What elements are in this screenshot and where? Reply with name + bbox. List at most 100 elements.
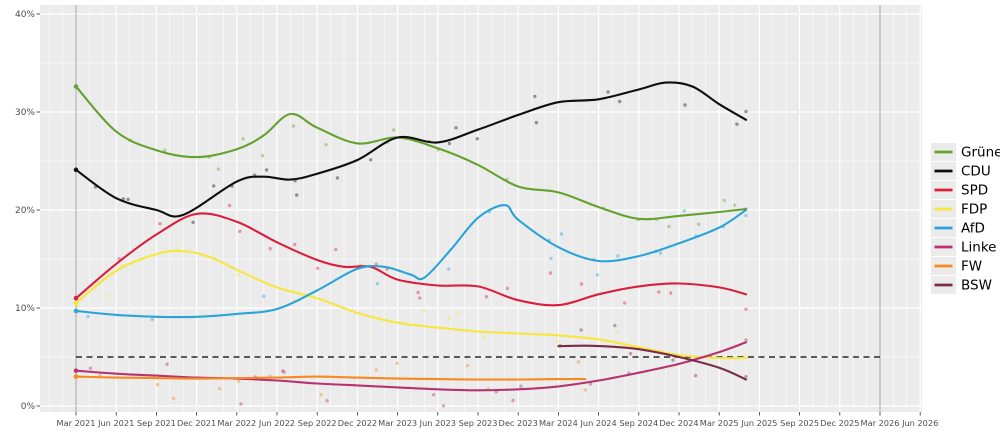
poll-dot-afd <box>86 314 90 319</box>
poll-dot-fdp <box>105 293 109 298</box>
poll-dot-gruene <box>291 124 296 128</box>
x-tick-label: Jun 2023 <box>419 418 456 428</box>
poll-dot-afd <box>262 294 266 298</box>
poll-dot-fdp <box>175 246 179 251</box>
poll-dot-gruene <box>697 222 701 226</box>
poll-dot-spd <box>416 290 420 295</box>
legend-item-linke: Linke <box>931 238 996 256</box>
election-result-dot-fdp <box>73 300 79 306</box>
poll-dot-fdp <box>482 336 487 340</box>
poll-dot-afd <box>559 232 564 236</box>
poll-dot-spd <box>669 291 673 295</box>
poll-dot-linke <box>744 338 748 342</box>
election-result-dot-gruene <box>73 84 79 89</box>
poll-dot-fw <box>583 388 587 392</box>
y-tick-label: 10% <box>15 304 35 314</box>
poll-dot-fdp <box>236 273 240 277</box>
legend-label-bsw: BSW <box>961 278 992 294</box>
poll-dot-spd <box>334 247 338 252</box>
x-tick-label: Mar 2024 <box>539 418 578 428</box>
poll-dot-fw <box>576 360 581 364</box>
poll-dot-afd <box>447 267 451 271</box>
poll-dot-afd <box>375 282 380 286</box>
poll-dot-cdu <box>295 193 299 197</box>
poll-dot-gruene <box>216 167 221 171</box>
y-axis: 0% 10% 20% 30% 40% <box>15 10 40 412</box>
poll-dot-fw <box>217 387 222 391</box>
poll-dot-afd <box>682 209 686 213</box>
poll-dot-gruene <box>324 143 328 147</box>
poll-dot-fdp <box>76 305 80 309</box>
x-tick-label: Sep 2023 <box>459 418 498 428</box>
x-tick-label: Sep 2025 <box>780 418 819 428</box>
poll-dot-spd <box>268 247 272 251</box>
poll-dot-fdp <box>615 330 619 335</box>
poll-dot-fw <box>155 382 160 387</box>
poll-dot-bsw <box>628 352 633 356</box>
poll-dot-fw <box>171 396 176 401</box>
poll-dot-spd <box>548 271 553 275</box>
poll-dot-spd <box>418 296 422 300</box>
poll-dot-fdp <box>422 308 426 313</box>
x-tick-label: Sep 2022 <box>298 418 337 428</box>
y-tick-label: 20% <box>15 206 35 216</box>
poll-dot-spd <box>744 307 748 311</box>
poll-dot-cdu <box>534 120 539 125</box>
poll-dot-gruene <box>392 128 396 132</box>
poll-dot-linke <box>282 370 286 374</box>
poll-dot-bsw <box>671 358 675 362</box>
plot-panel <box>40 5 922 412</box>
poll-dot-afd <box>616 254 620 258</box>
poll-dot-linke <box>588 382 593 386</box>
legend-label-spd: SPD <box>961 183 988 199</box>
poll-dot-linke <box>281 369 285 373</box>
poll-dot-fdp <box>744 354 748 358</box>
poll-dot-cdu <box>126 197 130 201</box>
poll-dot-cdu <box>454 126 458 130</box>
poll-dot-afd <box>744 213 748 218</box>
poll-dot-spd <box>484 295 489 299</box>
poll-dot-fdp <box>456 312 461 316</box>
legend-item-spd: SPD <box>931 181 988 199</box>
poll-dot-cdu <box>191 220 195 224</box>
y-tick-label: 40% <box>15 10 35 20</box>
series-line-afd <box>74 204 748 319</box>
legend-item-gruene: Grüne <box>931 143 1000 161</box>
legend-label-fw: FW <box>961 259 982 275</box>
poll-dot-cdu <box>606 90 610 94</box>
poll-dot-gruene <box>733 203 737 207</box>
legend-label-linke: Linke <box>961 240 996 256</box>
legend-label-afd: AfD <box>961 221 985 237</box>
poll-dot-spd <box>158 222 162 226</box>
x-tick-label: Dec 2022 <box>338 418 377 428</box>
x-tick-label: Mar 2021 <box>57 418 96 428</box>
legend-label-gruene: Grüne <box>961 145 1000 161</box>
poll-dot-fw <box>236 379 241 383</box>
poll-dot-spd <box>293 242 297 247</box>
poll-dot-cdu <box>475 137 479 141</box>
legend-item-bsw: BSW <box>931 276 992 294</box>
legend: Grüne CDU SPD FDP AfD Linke FW BSW <box>931 143 1000 294</box>
poll-dot-fw <box>319 393 323 397</box>
poll-dot-cdu <box>369 158 373 162</box>
poll-dot-fw <box>374 368 378 372</box>
poll-dot-cdu <box>617 99 622 104</box>
poll-dot-linke <box>441 404 446 408</box>
legend-item-afd: AfD <box>931 219 985 237</box>
x-axis: Mar 2021 Jun 2021 Sep 2021 Dec 2021 Mar 2022… <box>57 412 938 428</box>
poll-dot-spd <box>657 290 661 294</box>
legend-item-fw: FW <box>931 257 982 275</box>
poll-dot-gruene <box>722 198 726 203</box>
poll-dot-gruene <box>241 137 245 141</box>
poll-dot-fw <box>98 373 102 377</box>
poll-dot-bsw <box>744 374 748 379</box>
poll-dot-afd <box>549 256 553 261</box>
poll-dot-cdu <box>212 184 216 188</box>
x-tick-label: Dec 2025 <box>820 418 859 428</box>
x-tick-label: Jun 2026 <box>901 418 938 428</box>
legend-label-fdp: FDP <box>961 202 987 218</box>
poll-dot-linke <box>325 399 329 403</box>
poll-dot-spd <box>238 229 242 234</box>
